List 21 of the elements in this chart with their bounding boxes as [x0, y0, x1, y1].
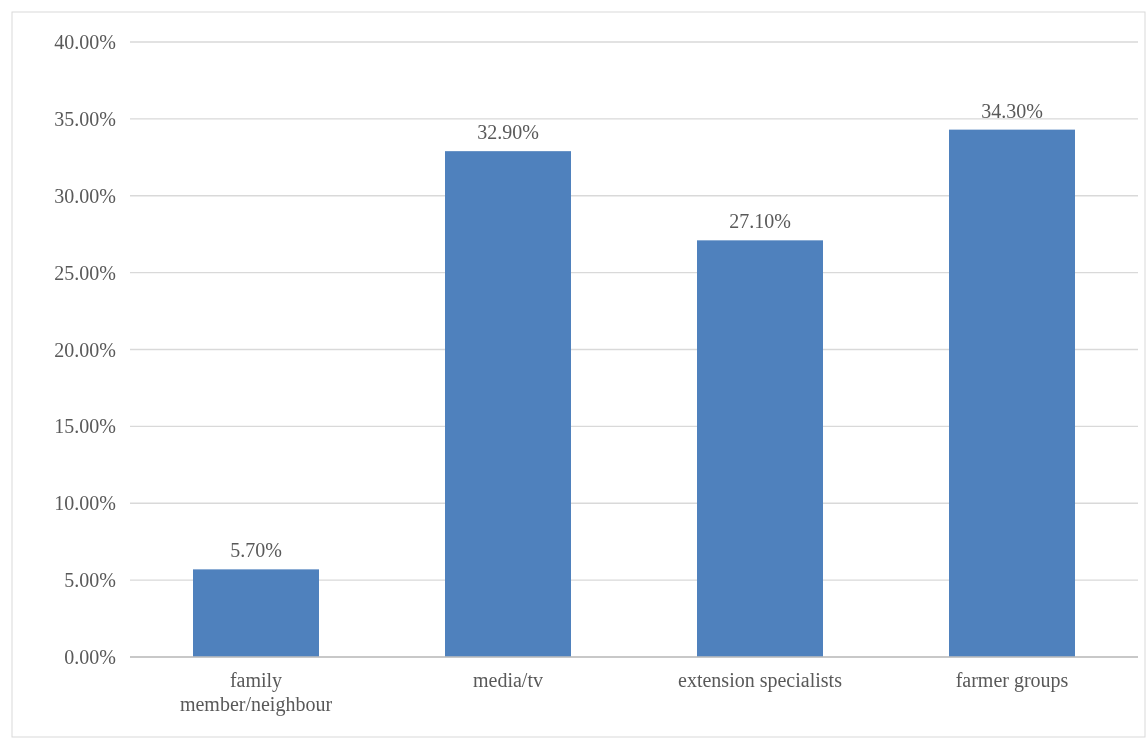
x-tick-label: extension specialists: [678, 669, 843, 692]
y-tick-label: 15.00%: [54, 415, 116, 438]
data-label: 32.90%: [477, 121, 539, 144]
bar: [445, 151, 571, 657]
bar: [193, 569, 319, 657]
data-label: 27.10%: [729, 210, 791, 233]
bar: [697, 240, 823, 657]
x-tick-label: family member/neighbour: [179, 669, 333, 716]
y-tick-label: 35.00%: [54, 107, 116, 130]
x-tick-label: media/tv: [473, 669, 543, 691]
y-tick-label: 40.00%: [54, 31, 116, 53]
y-tick-label: 5.00%: [64, 569, 116, 592]
y-tick-label: 25.00%: [54, 261, 116, 284]
data-label: 34.30%: [981, 99, 1043, 122]
y-tick-label: 10.00%: [54, 492, 116, 515]
y-tick-label: 30.00%: [54, 184, 116, 207]
y-tick-label: 0.00%: [64, 646, 116, 668]
y-tick-label: 20.00%: [54, 338, 116, 361]
bar: [949, 129, 1075, 657]
x-tick-label: farmer groups: [955, 669, 1069, 692]
data-label: 5.70%: [230, 539, 282, 562]
